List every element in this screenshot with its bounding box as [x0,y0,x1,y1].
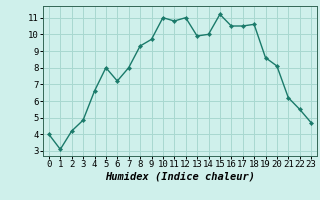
X-axis label: Humidex (Indice chaleur): Humidex (Indice chaleur) [105,172,255,182]
